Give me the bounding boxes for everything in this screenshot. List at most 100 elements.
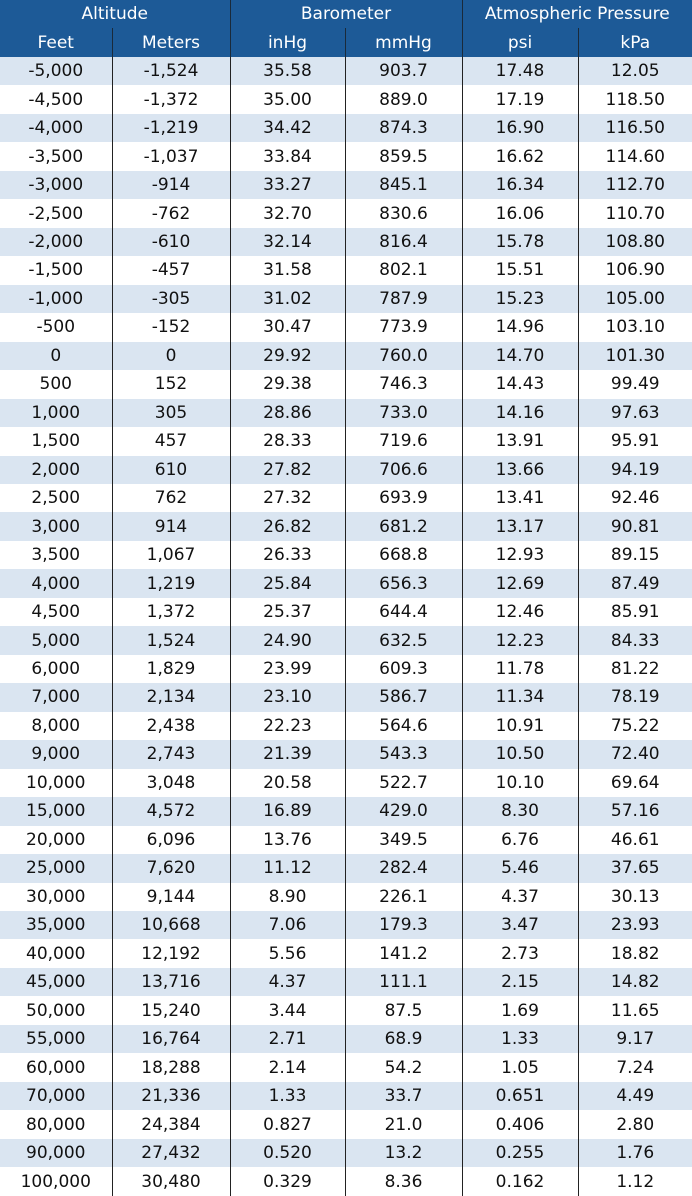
table-cell: 830.6	[344, 199, 463, 228]
table-body: -5,000 -1,524 35.58 903.7 17.48 12.05 -4,500 -1…	[0, 56, 692, 1196]
table-cell: -762	[111, 199, 230, 228]
table-row: 30,000 9,144 8.90 226.1 4.37 30.13	[0, 882, 692, 911]
table-cell: 45,000	[0, 967, 112, 997]
table-cell: 20.58	[229, 768, 345, 798]
table-cell: -305	[111, 284, 230, 314]
table-cell: 16.62	[461, 142, 579, 171]
table-cell: -1,524	[111, 56, 230, 86]
table-cell: 21.0	[344, 1110, 463, 1139]
table-cell: 7,000	[0, 683, 112, 712]
table-cell: 29.92	[229, 341, 345, 371]
table-cell: 20,000	[0, 825, 112, 855]
table-cell: 30.13	[577, 882, 692, 911]
table-cell: 81.22	[577, 654, 692, 684]
table-cell: 29.38	[229, 370, 345, 399]
table-row: 50,000 15,240 3.44 87.5 1.69 11.65	[0, 996, 692, 1025]
table-cell: 3,000	[0, 512, 112, 541]
table-cell: 0.827	[229, 1110, 345, 1139]
table-cell: 5,000	[0, 626, 112, 655]
table-cell: 787.9	[344, 284, 463, 314]
table-cell: -1,219	[111, 113, 230, 143]
table-cell: 105.00	[577, 284, 692, 314]
table-cell: 33.27	[229, 170, 345, 200]
table-cell: 32.70	[229, 199, 345, 228]
table-cell: 11.65	[577, 996, 692, 1025]
table-cell: 706.6	[344, 455, 463, 484]
table-cell: 3,500	[0, 540, 112, 570]
table-cell: 70,000	[0, 1081, 112, 1111]
table-cell: 2,134	[111, 683, 230, 712]
table-cell: 24,384	[111, 1110, 230, 1139]
table-cell: 31.58	[229, 256, 345, 285]
table-cell: 12.93	[461, 540, 579, 570]
table-cell: 668.8	[344, 540, 463, 570]
table-cell: 10.91	[461, 711, 579, 741]
table-cell: -4,000	[0, 113, 112, 143]
table-row: 55,000 16,764 2.71 68.9 1.33 9.17	[0, 1024, 692, 1054]
table-cell: 543.3	[344, 740, 463, 769]
table-cell: 0.520	[229, 1138, 345, 1168]
table-cell: -1,372	[111, 85, 230, 114]
table-cell: 8.90	[229, 882, 345, 911]
table-cell: 35.00	[229, 85, 345, 114]
table-cell: 2,743	[111, 740, 230, 769]
table-cell: 874.3	[344, 113, 463, 143]
table-cell: 13.91	[461, 427, 579, 456]
table-cell: 3.44	[229, 996, 345, 1025]
table-cell: 349.5	[344, 825, 463, 855]
table-cell: 14.82	[577, 967, 692, 997]
table-cell: 1.05	[461, 1053, 579, 1082]
table-cell: 14.96	[461, 313, 579, 342]
table-cell: 914	[111, 512, 230, 541]
table-cell: 85.91	[577, 597, 692, 627]
table-cell: 0.651	[461, 1081, 579, 1111]
table-cell: 23.10	[229, 683, 345, 712]
table-cell: 0.406	[461, 1110, 579, 1139]
table-row: 60,000 18,288 2.14 54.2 1.05 7.24	[0, 1053, 692, 1082]
table-cell: 760.0	[344, 341, 463, 371]
table-cell: 99.49	[577, 370, 692, 399]
table-cell: 97.63	[577, 398, 692, 428]
table-cell: 6,000	[0, 654, 112, 684]
table-cell: 23.99	[229, 654, 345, 684]
table-row: 3,000 914 26.82 681.2 13.17 90.81	[0, 512, 692, 541]
group-header: Altitude	[0, 0, 230, 29]
table-cell: 8.36	[344, 1167, 463, 1196]
table-cell: 25.37	[229, 597, 345, 627]
table-cell: 9,144	[111, 882, 230, 911]
table-cell: 773.9	[344, 313, 463, 342]
table-cell: -610	[111, 227, 230, 257]
table-cell: 12,192	[111, 939, 230, 968]
table-cell: 4,572	[111, 797, 230, 826]
table-cell: 12.05	[577, 56, 692, 86]
table-cell: 23.93	[577, 911, 692, 940]
table-cell: 37.65	[577, 854, 692, 883]
table-cell: 10,000	[0, 768, 112, 798]
table-cell: 1.33	[229, 1081, 345, 1111]
table-row: 500 152 29.38 746.3 14.43 99.49	[0, 370, 692, 399]
table-cell: 114.60	[577, 142, 692, 171]
table-row: 4,000 1,219 25.84 656.3 12.69 87.49	[0, 569, 692, 598]
table-row: -2,000 -610 32.14 816.4 15.78 108.80	[0, 227, 692, 257]
table-cell: 564.6	[344, 711, 463, 741]
column-header: kPa	[577, 28, 692, 57]
table-cell: 305	[111, 398, 230, 428]
table-cell: 28.86	[229, 398, 345, 428]
table-cell: 8.30	[461, 797, 579, 826]
table-cell: 90,000	[0, 1138, 112, 1168]
table-cell: 2,438	[111, 711, 230, 741]
table-cell: 69.64	[577, 768, 692, 798]
table-cell: 4.37	[229, 967, 345, 997]
table-cell: 55,000	[0, 1024, 112, 1054]
table-row: -3,500 -1,037 33.84 859.5 16.62 114.60	[0, 142, 692, 171]
table-cell: 1,500	[0, 427, 112, 456]
table-cell: 4,000	[0, 569, 112, 598]
table-cell: 68.9	[344, 1024, 463, 1054]
table-cell: 24.90	[229, 626, 345, 655]
table-row: 80,000 24,384 0.827 21.0 0.406 2.80	[0, 1110, 692, 1139]
table-cell: 8,000	[0, 711, 112, 741]
table-cell: 0.329	[229, 1167, 345, 1196]
table-cell: 632.5	[344, 626, 463, 655]
table-cell: 845.1	[344, 170, 463, 200]
table-cell: 46.61	[577, 825, 692, 855]
